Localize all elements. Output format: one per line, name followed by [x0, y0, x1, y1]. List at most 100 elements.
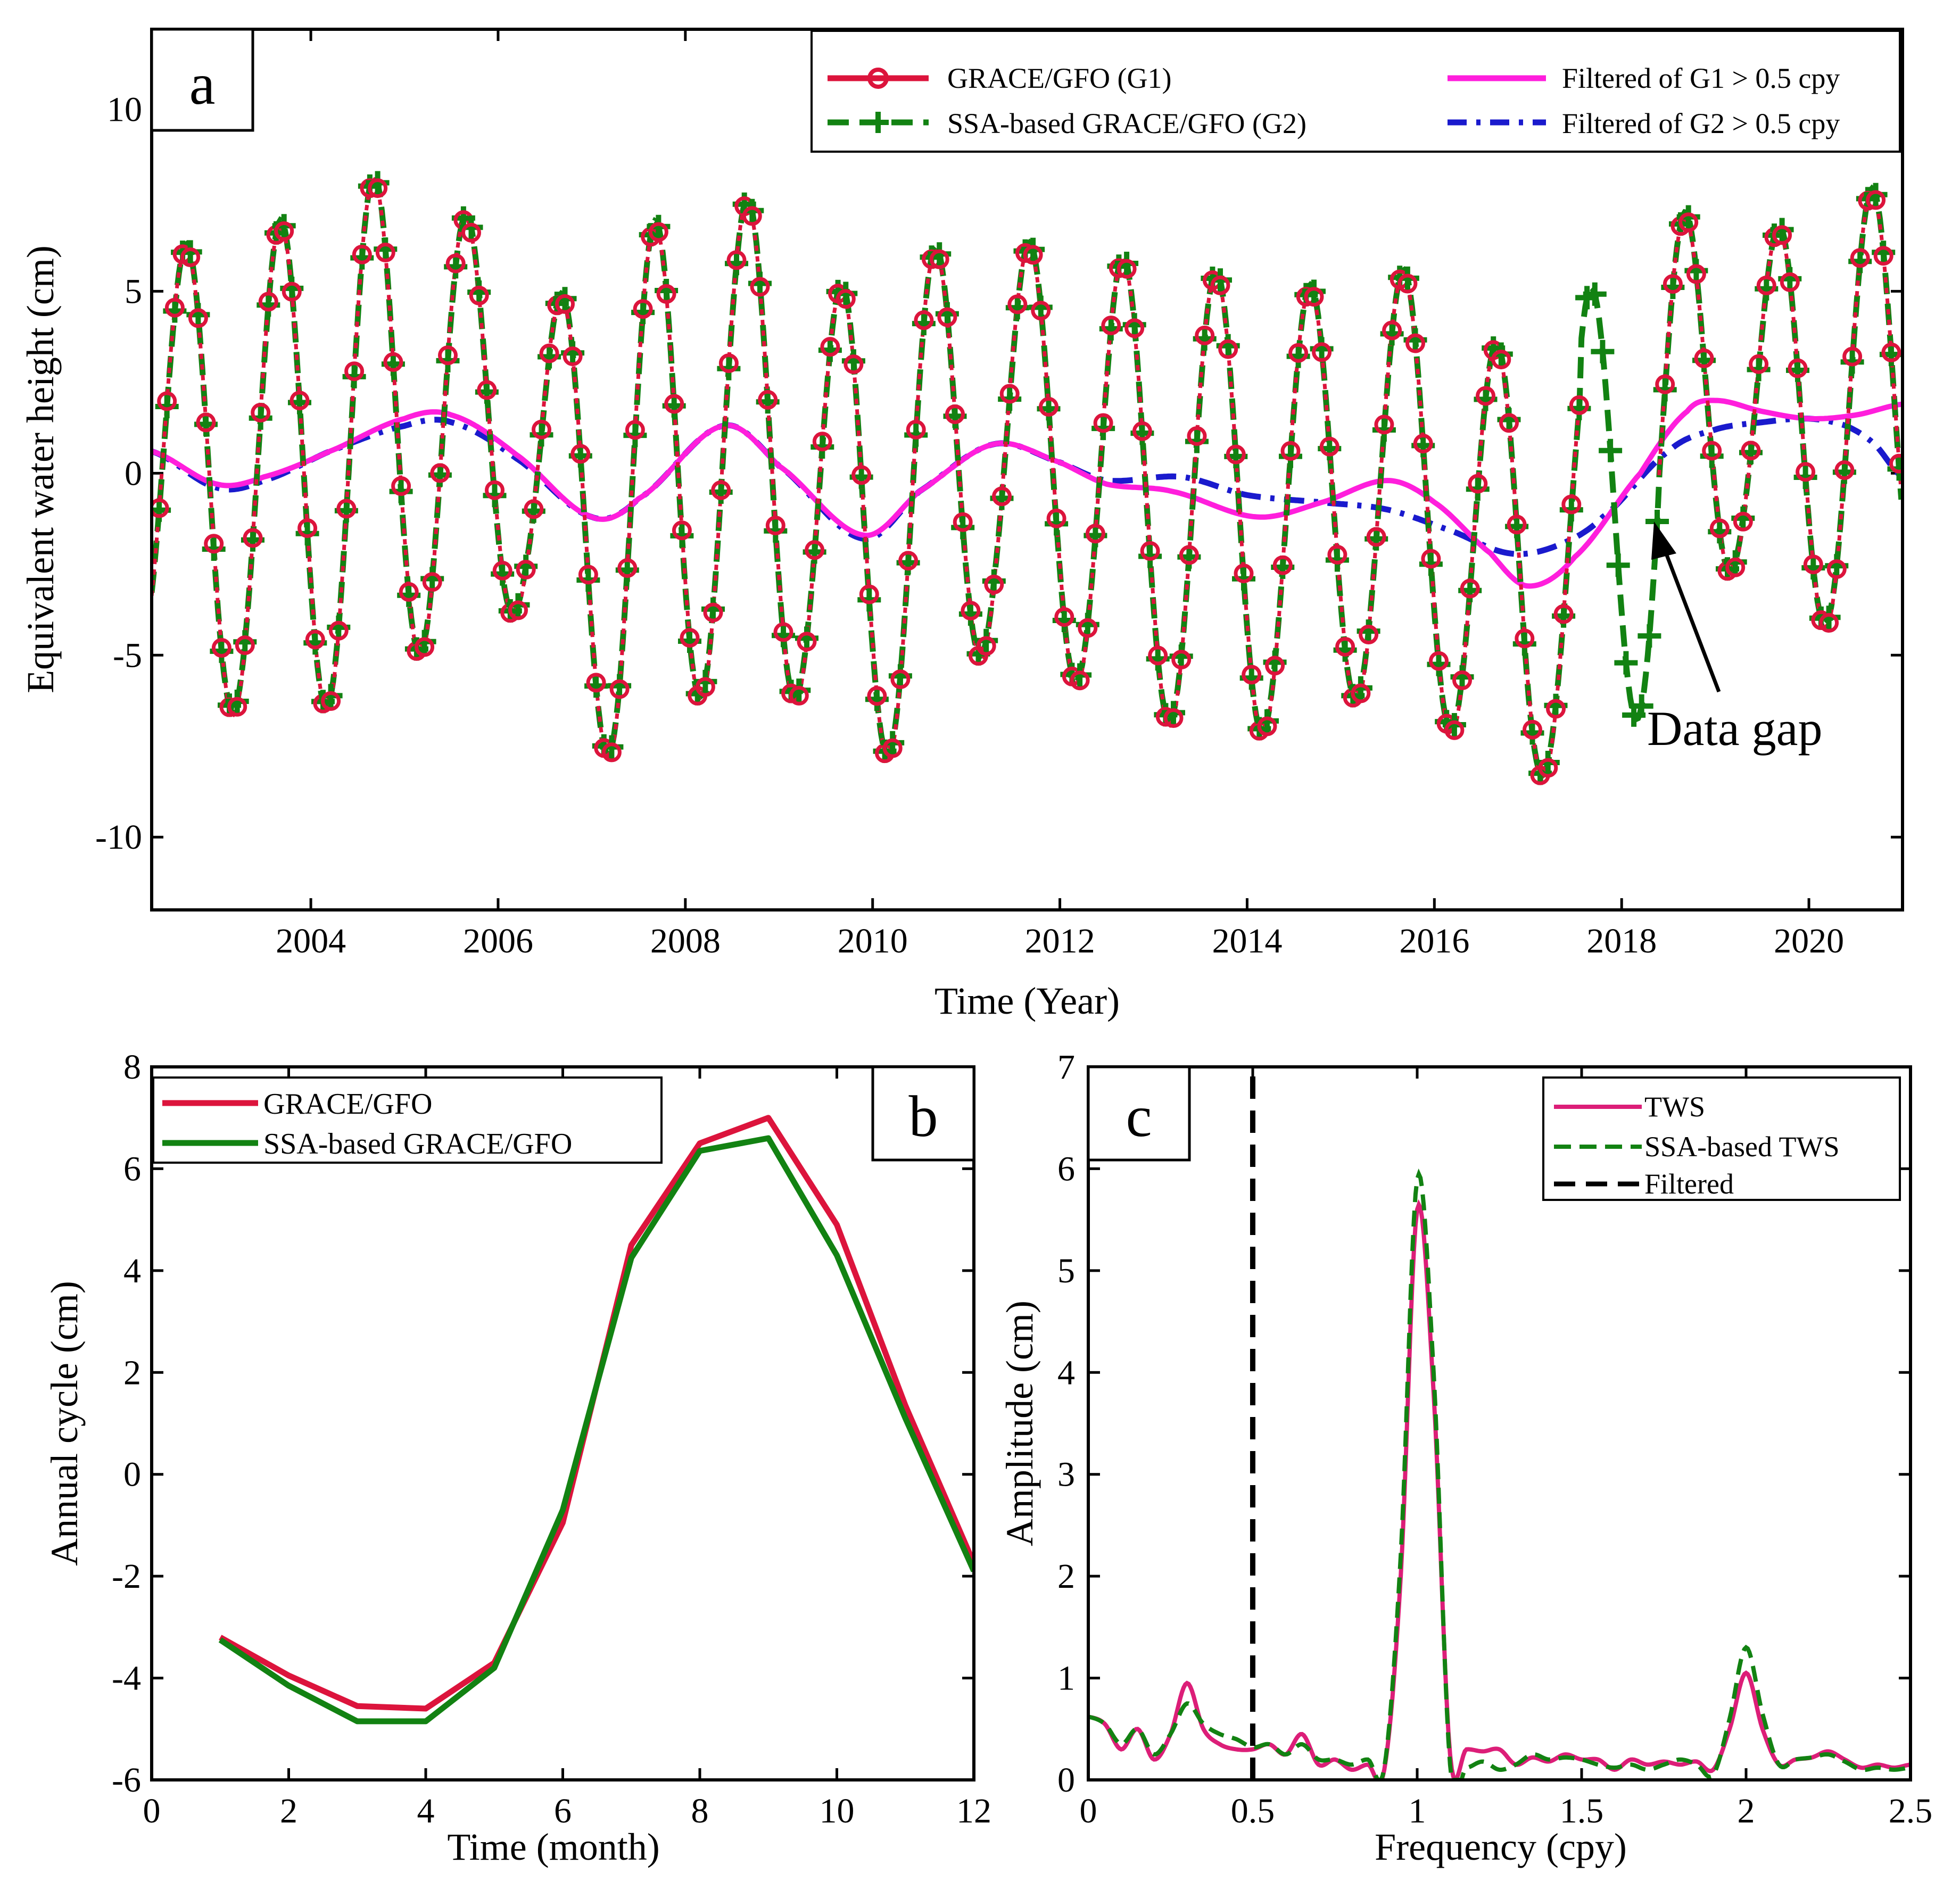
panel-a-y-title: Equivalent water height (cm): [19, 245, 62, 693]
panel-c-xtick-label: 1.5: [1560, 1792, 1604, 1830]
series-g1-marker: [843, 354, 864, 375]
panel-c-ytick-label: 1: [1057, 1659, 1075, 1698]
series-g1-marker: [609, 679, 630, 699]
panel-a-ytick-label: 0: [125, 454, 142, 493]
panel-b-xtick-label: 10: [820, 1792, 855, 1830]
panel-a-x-title: Time (Year): [934, 980, 1120, 1022]
series-g1-marker: [1780, 272, 1800, 292]
panel-c-ytick-label: 2: [1057, 1557, 1075, 1596]
legend-b-ssa-label: SSA-based GRACE/GFO: [263, 1128, 572, 1161]
series-g1-marker: [1304, 287, 1324, 307]
series-g1-marker: [859, 584, 879, 604]
series-g1-marker: [297, 518, 318, 538]
panel-c-x-title: Frequency (cpy): [1375, 1826, 1627, 1868]
series-g1-marker: [508, 600, 528, 620]
panel-c-ytick-label: 7: [1057, 1048, 1075, 1087]
series-g1-marker: [789, 685, 809, 706]
panel-a-xtick-label: 2016: [1399, 922, 1469, 960]
series-g1-marker: [352, 244, 372, 264]
series-g1-marker: [633, 299, 653, 319]
series-g1-marker: [438, 345, 458, 366]
series-g1-marker: [180, 247, 201, 267]
panel-b-ytick-label: 8: [123, 1048, 141, 1087]
panel-b-ytick-label: -2: [112, 1557, 141, 1596]
panel-b-label-box: b: [871, 1065, 975, 1162]
series-g1-marker: [1850, 248, 1870, 268]
series-g1-marker: [1803, 554, 1823, 575]
series-g1-marker: [1117, 259, 1137, 279]
series-g1-marker: [274, 221, 294, 241]
series-g1-marker: [680, 628, 700, 648]
panel-a: 2004 2006 2008 2010 2012 2014 2016 2018 2020 -10 -…: [19, 28, 1904, 1022]
series-g1-marker: [1741, 441, 1761, 461]
series-g1-marker: [601, 742, 622, 763]
series-g1-marker: [664, 394, 684, 414]
series-g1-marker: [750, 277, 770, 297]
panel-a-xtick-label: 2020: [1774, 922, 1844, 960]
panel-b-y-title: Annual cycle (cm): [43, 1281, 86, 1566]
series-g1-marker: [1444, 720, 1465, 740]
series-g1-marker: [204, 534, 224, 554]
series-g1-marker: [765, 516, 785, 536]
series-g1-marker: [929, 249, 949, 269]
series-g1-marker: [1023, 245, 1043, 265]
series-g1-marker: [1359, 625, 1379, 644]
series-g1-marker: [1078, 618, 1098, 638]
series-g1-marker: [718, 353, 739, 374]
series-g1-marker: [1054, 607, 1074, 627]
legend-f1-label: Filtered of G1 > 0.5 cpy: [1562, 62, 1840, 94]
series-g1-marker: [461, 222, 481, 243]
panel-c-y-title: Amplitude (cm): [998, 1300, 1041, 1546]
panel-c-legend-box: [1542, 1076, 1901, 1201]
panel-a-label-box: a: [150, 28, 254, 132]
series-g2-marker: [1630, 694, 1653, 718]
series-g1-marker: [570, 444, 591, 464]
series-g1-marker: [914, 310, 934, 330]
series-g1-marker: [1335, 637, 1355, 657]
series-g1-marker: [1382, 320, 1402, 341]
series-g1-marker: [992, 486, 1012, 507]
series-g1-marker: [1163, 708, 1184, 728]
series-g1-marker: [1468, 474, 1488, 494]
legend-c-ssa-label: SSA-based TWS: [1644, 1131, 1840, 1163]
series-g1-marker: [1218, 339, 1238, 359]
series-g1-marker: [383, 352, 403, 372]
series-g1-marker: [422, 572, 442, 592]
series-g1-marker: [1421, 549, 1441, 569]
series-g1-marker: [251, 403, 271, 422]
series-g1-marker: [1772, 225, 1792, 245]
series-b-ssa: [218, 1135, 974, 1725]
series-g1-marker: [258, 292, 278, 312]
series-g1-marker: [1148, 645, 1168, 666]
panel-c: 0 0.5 1 1.5 2 2.5 0 1 2 3 4 5 6 7 c TWS SSA-based TWS…: [998, 1048, 1932, 1868]
series-g1-marker: [1694, 349, 1714, 368]
series-g1-marker: [1093, 413, 1113, 433]
series-g1-marker: [1678, 212, 1699, 233]
series-g1-marker: [1429, 651, 1449, 671]
series-g1-marker: [477, 380, 497, 400]
series-g1-marker: [797, 632, 817, 652]
panel-c-ticks: 0 0.5 1 1.5 2 2.5 0 1 2 3 4 5 6 7: [1057, 1048, 1932, 1830]
series-g1-marker: [1733, 511, 1753, 532]
data-gap-arrow-shaft: [1661, 544, 1721, 693]
series-g1-marker: [211, 638, 231, 658]
panel-a-xtick-label: 2018: [1586, 922, 1657, 960]
panel-b-xtick-label: 6: [554, 1792, 572, 1830]
series-g1-marker: [1132, 421, 1152, 441]
series-g1-marker: [1280, 441, 1301, 461]
panel-a-xtick-label: 2014: [1212, 922, 1282, 960]
panel-a-markers: [152, 171, 1903, 785]
series-g1-marker: [1226, 444, 1246, 465]
series-g2-marker: [1614, 651, 1638, 675]
panel-c-label-box: c: [1087, 1065, 1191, 1162]
series-g1-marker: [617, 558, 638, 578]
series-g1-marker: [726, 250, 747, 270]
series-g1-marker: [999, 384, 1020, 404]
series-g1-marker: [1881, 342, 1901, 362]
series-g1-marker: [1452, 670, 1472, 690]
series-g2-marker: [1606, 553, 1630, 577]
series-g1-marker: [1288, 343, 1309, 363]
series-g1-marker: [430, 463, 450, 483]
series-g1-marker: [344, 361, 365, 382]
legend-g1-label: GRACE/GFO (G1): [947, 62, 1172, 94]
